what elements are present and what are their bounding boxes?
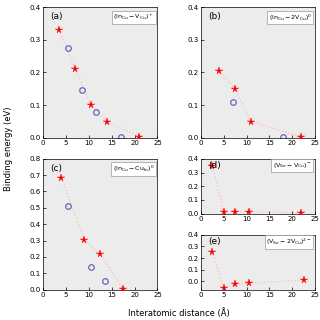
Text: (c): (c) [50,164,62,173]
Text: $(\mathrm{In_{Cu}-2V_{Cu}})^0$: $(\mathrm{In_{Cu}-2V_{Cu}})^0$ [268,12,312,23]
Text: (b): (b) [208,12,220,21]
Text: Interatomic distance (Å): Interatomic distance (Å) [128,308,230,318]
Text: (d): (d) [208,161,220,170]
Text: (e): (e) [208,237,220,246]
Text: $(\mathrm{In_{Cu}-V_{Cu}})^+$: $(\mathrm{In_{Cu}-V_{Cu}})^+$ [113,12,154,22]
Text: $(\mathrm{V_{Se}-2V_{Cu}})^{2-}$: $(\mathrm{V_{Se}-2V_{Cu}})^{2-}$ [266,237,312,247]
Text: $(\mathrm{In_{Cu}-Cu_{In}})^0$: $(\mathrm{In_{Cu}-Cu_{In}})^0$ [113,164,154,174]
Text: Binding energy (eV): Binding energy (eV) [4,107,13,191]
Text: $(\mathrm{V_{Se}-V_{Cu}})^-$: $(\mathrm{V_{Se}-V_{Cu}})^-$ [273,161,312,170]
Text: (a): (a) [50,12,62,21]
